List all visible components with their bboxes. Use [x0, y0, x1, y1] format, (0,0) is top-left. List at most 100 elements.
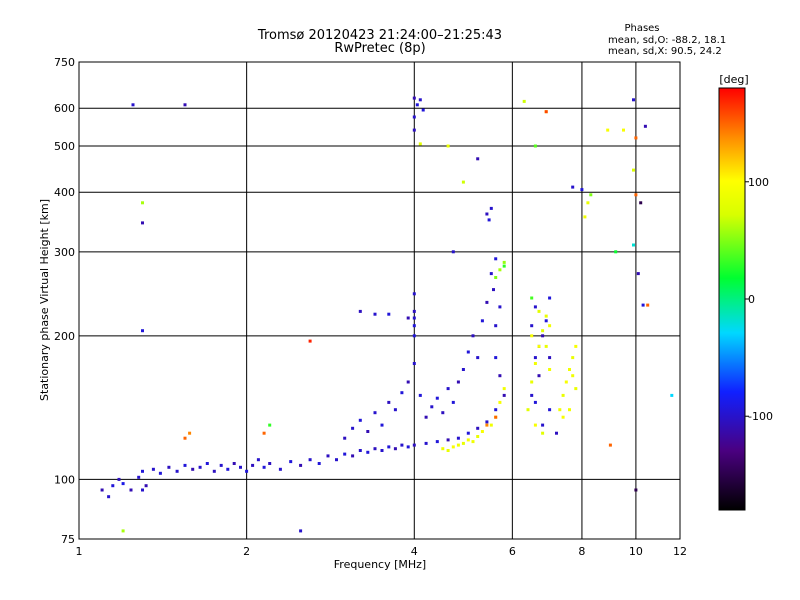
data-point [380, 449, 384, 452]
data-point [533, 362, 537, 365]
data-point [471, 440, 475, 444]
data-point [415, 103, 419, 107]
data-point [121, 529, 125, 533]
data-point [574, 344, 578, 348]
data-point [643, 124, 647, 128]
data-point [406, 316, 410, 320]
chart-subtitle: RwPretec (8p) [334, 41, 425, 56]
data-point [471, 334, 475, 338]
data-point [412, 96, 416, 100]
data-point [558, 408, 562, 412]
data-point [456, 380, 460, 384]
data-point [537, 374, 541, 378]
data-point [121, 482, 125, 486]
data-point [533, 144, 537, 148]
data-point [555, 431, 558, 435]
data-point [548, 368, 552, 371]
data-point [141, 201, 144, 205]
data-point [583, 215, 587, 219]
data-point [526, 408, 530, 412]
data-point [485, 420, 489, 424]
data-point [537, 309, 541, 313]
colorbar-label: [deg] [719, 73, 748, 86]
colorbar-tick-label: -100 [748, 410, 773, 423]
data-point [351, 454, 355, 458]
data-point [418, 142, 422, 146]
data-point [494, 415, 498, 419]
data-point [289, 460, 293, 464]
data-point [476, 356, 480, 360]
data-point [299, 463, 303, 467]
stats-line-x: mean, sd,X: 90.5, 24.2 [608, 46, 722, 57]
y-tick-label: 200 [54, 330, 75, 343]
data-point [494, 324, 498, 328]
data-points [100, 96, 674, 533]
data-point [530, 296, 534, 300]
y-tick-label: 500 [54, 140, 75, 153]
data-point [400, 443, 404, 447]
data-point [387, 312, 391, 316]
data-point [268, 423, 272, 427]
data-point [485, 423, 489, 427]
data-point [373, 312, 377, 316]
data-point [175, 469, 179, 473]
data-point [548, 408, 552, 412]
data-point [461, 368, 465, 371]
plot-frame [78, 61, 681, 540]
data-point [446, 387, 450, 391]
data-point [412, 115, 416, 119]
data-point [421, 108, 425, 112]
data-point [544, 110, 548, 114]
data-point [183, 436, 187, 440]
chart-title: Tromsø 20120423 21:24:00–21:25:43 [257, 28, 502, 43]
colorbar [718, 87, 746, 511]
y-tick-label: 400 [54, 186, 75, 199]
data-point [412, 443, 416, 447]
data-point [198, 465, 202, 469]
data-point [480, 319, 484, 323]
data-point [461, 441, 465, 445]
data-point [571, 356, 575, 360]
data-point [574, 387, 578, 391]
data-point [141, 329, 144, 333]
data-point [480, 430, 484, 433]
y-tick-label: 75 [61, 533, 75, 546]
y-axis-label: Stationary phase Virtual Height [km] [38, 199, 51, 401]
data-point [226, 467, 230, 471]
data-point [137, 475, 141, 479]
data-point [622, 128, 625, 132]
data-point [373, 411, 377, 415]
data-point [561, 415, 565, 419]
data-point [498, 268, 502, 272]
data-point [589, 193, 593, 197]
data-point [183, 103, 187, 107]
data-point [571, 374, 575, 378]
data-point [351, 426, 355, 430]
data-point [424, 415, 428, 419]
data-point [100, 488, 104, 492]
data-point [412, 324, 416, 328]
data-point [541, 423, 545, 427]
data-point [380, 423, 384, 427]
x-tick-label: 2 [243, 545, 250, 558]
data-point [541, 334, 545, 338]
data-point [466, 431, 470, 435]
data-point [533, 423, 537, 427]
data-point [446, 438, 450, 442]
data-point [387, 445, 391, 449]
data-point [387, 400, 391, 404]
data-point [406, 380, 410, 384]
data-point [634, 193, 638, 197]
data-point [412, 292, 416, 296]
data-point [412, 334, 416, 338]
data-point [498, 400, 502, 404]
data-point [262, 465, 266, 469]
data-point [366, 430, 370, 433]
data-point [608, 443, 612, 447]
data-point [485, 212, 489, 216]
data-point [412, 309, 416, 313]
data-point [205, 462, 209, 465]
data-point [502, 387, 506, 391]
data-point [489, 272, 493, 276]
